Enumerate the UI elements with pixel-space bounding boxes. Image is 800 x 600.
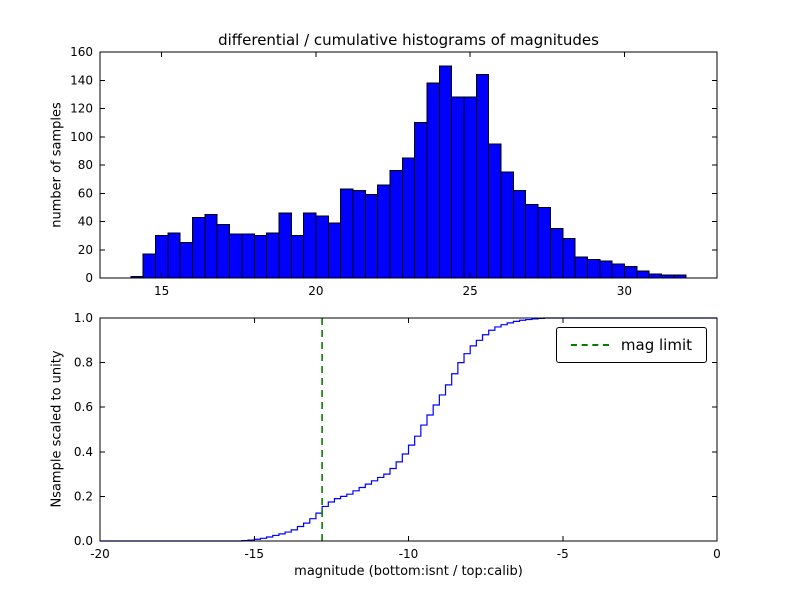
histogram-bar [155,235,169,279]
histogram-bar [303,212,317,279]
x-tick-label: 30 [617,284,632,298]
chart-title: differential / cumulative histograms of … [218,31,599,49]
y-tick-label: 0.4 [74,445,93,459]
histogram-bar [623,266,638,279]
ticks [99,317,718,542]
mag-limit-dashed-line-sample [570,344,609,346]
x-tick-label: 0 [713,547,721,561]
histogram-bar [377,184,391,279]
histogram-bar [549,228,564,279]
histogram-bar [192,216,206,279]
histogram-bar [229,233,243,279]
y-tick-label: 0 [85,271,93,285]
histogram-bar [463,96,477,279]
histogram-bar [500,171,514,279]
histogram-bar [512,189,527,279]
histogram-bar [401,157,416,279]
histogram-bar [315,215,329,279]
y-tick-label: 0.6 [74,400,93,414]
x-tick-label: -5 [557,547,569,561]
histogram-bar [241,233,255,279]
histogram-bar [389,170,403,279]
y-tick-label: 1.0 [74,311,93,325]
histogram-bar [611,263,625,279]
top-subplot: 15 20 25 30 0 20 40 60 80 100 120 140 160 [70,45,718,298]
histogram-bars [130,65,687,279]
histogram-bar [488,143,502,279]
histogram-bar [253,235,268,279]
histogram-bar [537,206,551,279]
histogram-bar [525,204,539,279]
tick-labels: 15 20 25 30 0 20 40 60 80 100 120 140 160 [70,45,632,298]
histogram-bar [290,235,305,279]
histogram-bar [352,189,366,279]
y-tick-label: 120 [70,102,93,116]
histogram-bar [599,260,613,279]
x-tick-label: -10 [399,547,419,561]
bottom-y-axis-label: Nsample scaled to unity [49,350,65,508]
top-y-axis-label: number of samples [49,102,65,228]
y-tick-label: 60 [78,186,93,200]
legend-label: mag limit [620,336,692,354]
histogram-bar [574,256,588,279]
legend: mag limit [555,327,707,363]
bottom-subplot: -20 -15 -10 -5 0 0.0 0.2 0.4 0.6 0.8 1.0 [74,311,721,561]
y-tick-label: 100 [70,130,93,144]
histogram-bar [167,232,181,279]
histogram-bar [562,237,576,279]
ticks [100,51,717,279]
histogram-bar [216,223,231,279]
y-tick-label: 40 [78,215,93,229]
x-axis-label: magnitude (bottom:isnt / top:calib) [294,564,523,579]
x-tick-label: 15 [154,284,169,298]
y-tick-label: 20 [78,243,93,257]
histogram-bar [586,259,601,279]
histogram-bar [142,253,157,279]
histogram-bar [426,82,440,279]
histogram-bar [266,232,280,279]
tick-labels: -20 -15 -10 -5 0 0.0 0.2 0.4 0.6 0.8 1.0 [74,311,721,561]
y-tick-label: 0.0 [74,534,93,548]
histogram-bar [179,242,194,279]
x-tick-label: 20 [308,284,323,298]
histogram-bar [475,74,490,279]
histogram-bar [364,194,379,279]
x-tick-label: 25 [463,284,478,298]
x-tick-label: -15 [244,547,264,561]
histogram-bar [327,222,342,279]
y-tick-label: 80 [78,158,93,172]
cumulative-step-line [100,317,717,542]
y-tick-label: 0.8 [74,356,93,370]
histogram-bar [451,96,465,279]
histogram-bar [340,188,354,279]
histogram-bar [438,65,453,279]
y-tick-label: 140 [70,73,93,87]
y-tick-label: 160 [70,45,93,59]
histogram-bar [636,270,650,279]
histogram-bar [278,212,292,279]
histogram-bar [414,122,428,279]
histogram-bar [648,273,662,279]
histogram-bar [204,213,218,279]
y-tick-label: 0.2 [74,489,93,503]
x-tick-label: -20 [90,547,110,561]
